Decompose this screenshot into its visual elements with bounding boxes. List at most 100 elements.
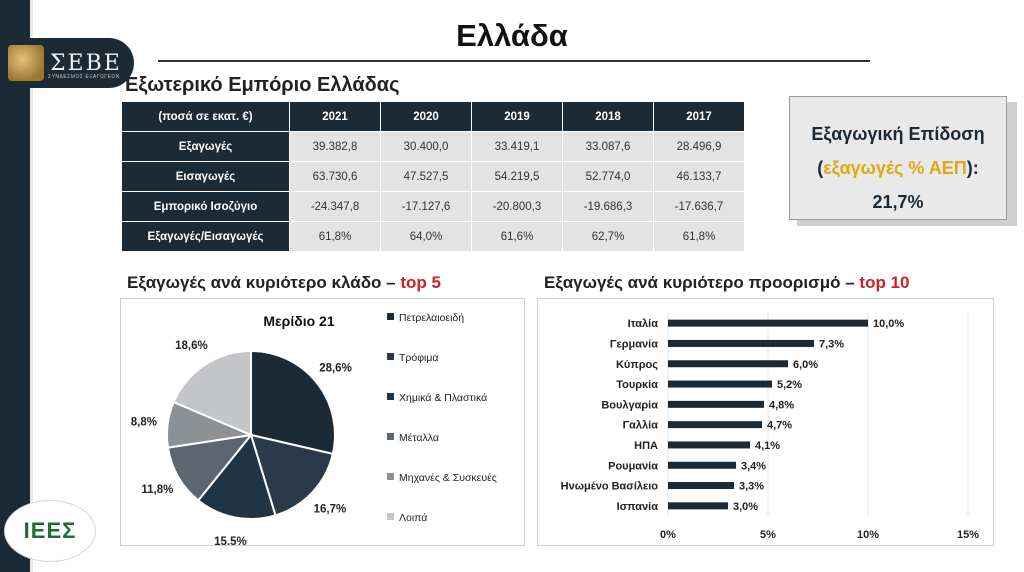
- table-cell: 46.133,7: [653, 161, 745, 192]
- pie-slice-label: 8,8%: [131, 416, 157, 428]
- pie-slice: [250, 349, 336, 456]
- legend-swatch: [387, 393, 394, 400]
- table-cell: 61,8%: [289, 221, 381, 252]
- bar-category-label: Ισπανία: [617, 501, 659, 513]
- destination-chart-title: Εξαγωγές ανά κυριότερο προορισμό – top 1…: [544, 273, 909, 293]
- trade-table: (ποσά σε εκατ. €) 2021 2020 2019 2018 20…: [121, 101, 745, 252]
- bar-value-label: 4,7%: [767, 420, 792, 432]
- pie-slice-label: 11,8%: [141, 484, 173, 496]
- table-cell: 62,7%: [562, 221, 654, 252]
- sector-chart-title: Εξαγωγές ανά κυριότερο κλάδο – top 5: [127, 273, 441, 293]
- pie-slice: [196, 432, 277, 520]
- bar-value-label: 10,0%: [873, 318, 904, 330]
- table-row: Εξαγωγές/Εισαγωγές 61,8% 64,0% 61,6% 62,…: [121, 221, 745, 252]
- legend-swatch: [387, 433, 394, 440]
- table-cell: -17.636,7: [653, 191, 745, 222]
- bar: [668, 482, 734, 490]
- table-cell: 33.419,1: [471, 131, 563, 162]
- table-cell: 47.527,5: [380, 161, 472, 192]
- bar: [668, 380, 772, 388]
- table-cell: 28.496,9: [653, 131, 745, 162]
- kpi-value: 21,7%: [872, 192, 924, 212]
- legend-swatch: [387, 353, 394, 360]
- bar-category-label: Γερμανία: [610, 338, 658, 350]
- table-row: Εμπορικό Ισοζύγιο -24.347,8 -17.127,6 -2…: [121, 191, 745, 222]
- seve-logo-subtitle: ΣΥΝΔΕΣΜΟΣ ΕΞΑΓΩΓΕΩΝ: [48, 74, 120, 80]
- seve-logo: ΣΕΒΕ ΣΥΝΔΕΣΜΟΣ ΕΞΑΓΩΓΕΩΝ: [4, 38, 134, 88]
- x-tick-label: 10%: [857, 529, 879, 541]
- destination-bar-chart: 0% 5% 10% 15% Ιταλία 10,0% Γερμανία 7,3% Κύπρος 6…: [561, 313, 979, 541]
- legend-swatch: [387, 313, 394, 320]
- bar-category-label: ΗΠΑ: [634, 440, 658, 452]
- bar: [668, 400, 764, 408]
- unit-header: (ποσά σε εκατ. €): [121, 101, 290, 132]
- bar-category-label: Κύπρος: [616, 359, 658, 371]
- legend-item: Τρόφιμα: [399, 352, 439, 364]
- sector-chart-title-highlight: top 5: [400, 273, 441, 292]
- bar-value-label: 3,0%: [733, 501, 758, 513]
- table-cell: 30.400,0: [380, 131, 472, 162]
- pie-slice: [249, 433, 335, 517]
- bar-value-label: 5,2%: [777, 379, 802, 391]
- table-cell: 61,8%: [653, 221, 745, 252]
- bar-category-label: Ρουμανία: [608, 460, 658, 472]
- table-cell: -17.127,6: [380, 191, 472, 222]
- x-tick-label: 15%: [957, 529, 979, 541]
- iees-logo-text: ΙΕΕΣ: [23, 518, 77, 543]
- bar-category-label: Γαλλία: [623, 420, 659, 432]
- pie-chart-subtitle: Μερίδιο 21: [263, 313, 334, 329]
- pie-slice-label: 28,6%: [319, 363, 352, 375]
- year-header: 2017: [653, 101, 745, 132]
- bar-value-label: 4,1%: [755, 440, 780, 452]
- table-row: Εξαγωγές 39.382,8 30.400,0 33.419,1 33.0…: [121, 131, 745, 162]
- bar: [668, 319, 868, 327]
- row-label: Εμπορικό Ισοζύγιο: [121, 191, 290, 222]
- sector-chart-panel: Μερίδιο 21 28,6% 16,7% 15,5% 11,8% 8,8% 18,6%…: [120, 298, 525, 548]
- kpi-subheading: (εξαγωγές % ΑΕΠ):: [790, 151, 1006, 185]
- table-cell: -24.347,8: [289, 191, 381, 222]
- sector-chart-title-text: Εξαγωγές ανά κυριότερο κλάδο –: [127, 273, 401, 292]
- bar-category-label: Τουρκία: [616, 379, 658, 391]
- kpi-paren-close: ):: [966, 158, 979, 178]
- table-cell: 61,6%: [471, 221, 563, 252]
- table-cell: 54.219,5: [471, 161, 563, 192]
- legend-item: Μέταλλα: [399, 432, 439, 444]
- pie-slice: [172, 349, 252, 437]
- pie-slice: [166, 433, 254, 502]
- table-row: Εισαγωγές 63.730,6 47.527,5 54.219,5 52.…: [121, 161, 745, 192]
- bar: [668, 339, 814, 347]
- table-cell: 63.730,6: [289, 161, 381, 192]
- row-label: Εξαγωγές/Εισαγωγές: [121, 221, 290, 252]
- bar-value-label: 6,0%: [793, 359, 818, 371]
- legend-swatch: [387, 513, 394, 520]
- table-cell: 52.774,0: [562, 161, 654, 192]
- bar-category-label: Ηνωμένο Βασίλειο: [561, 481, 659, 493]
- bar: [668, 502, 728, 510]
- bar: [668, 441, 750, 449]
- export-performance-box: Εξαγωγική Επίδοση (εξαγωγές % ΑΕΠ): 21,7…: [789, 96, 1007, 220]
- kpi-highlight: εξαγωγές % ΑΕΠ: [823, 158, 967, 178]
- year-header: 2018: [562, 101, 654, 132]
- pie-slice-label: 18,6%: [175, 340, 208, 352]
- sector-pie-chart: Μερίδιο 21 28,6% 16,7% 15,5% 11,8% 8,8% 18,6%…: [131, 312, 497, 548]
- row-label: Εξαγωγές: [121, 131, 290, 162]
- table-cell: 64,0%: [380, 221, 472, 252]
- x-tick-label: 5%: [760, 529, 776, 541]
- bar-category-label: Ιταλία: [628, 318, 659, 330]
- seve-emblem-icon: [8, 45, 44, 81]
- bar: [668, 360, 788, 368]
- pie-slice-label: 15,5%: [214, 536, 247, 545]
- title-divider: [158, 60, 870, 62]
- bar-value-label: 3,3%: [739, 481, 764, 493]
- legend-item: Χημικά & Πλαστικά: [399, 392, 487, 404]
- destination-chart-panel: 0% 5% 10% 15% Ιταλία 10,0% Γερμανία 7,3% Κύπρος 6…: [537, 298, 994, 546]
- left-accent-bar: [0, 0, 30, 572]
- left-accent-stripe: [30, 0, 33, 572]
- page-title: Ελλάδα: [456, 18, 568, 53]
- kpi-heading: Εξαγωγική Επίδοση: [811, 124, 985, 144]
- trade-section-title: Εξωτερικό Εμπόριο Ελλάδας: [125, 74, 400, 96]
- destination-chart-title-highlight: top 10: [859, 273, 910, 292]
- destination-chart-title-text: Εξαγωγές ανά κυριότερο προορισμό –: [544, 273, 860, 292]
- iees-logo: ΙΕΕΣ: [4, 500, 96, 562]
- row-label: Εισαγωγές: [121, 161, 290, 192]
